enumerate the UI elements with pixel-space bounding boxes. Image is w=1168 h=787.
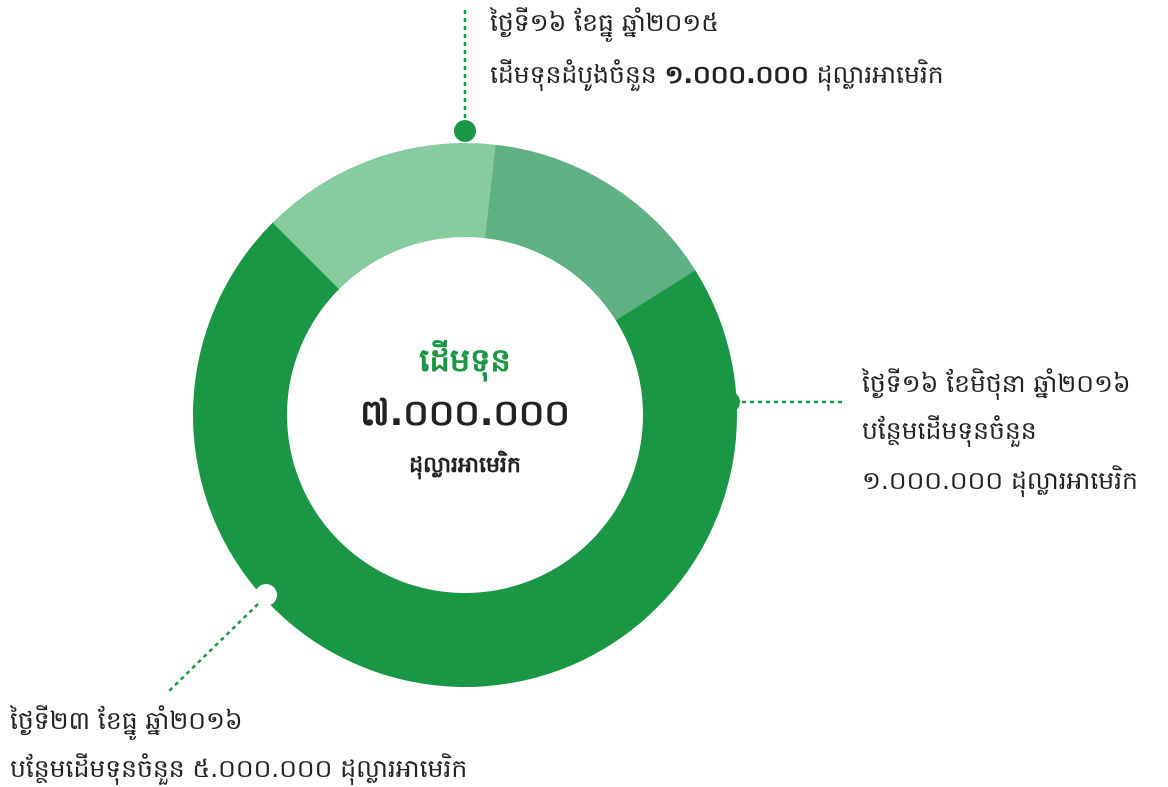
- annotation-unit: ដុល្លារអាមេរិក: [1011, 465, 1138, 497]
- marker-dot: [718, 391, 740, 413]
- annotation-text: បន្ថែមដើមទុនចំនួន ៥.០០០.០០០ ដុល្លារអាមេរ…: [10, 753, 467, 785]
- annotation-value: ៥.០០០.០០០: [193, 754, 333, 783]
- annotation-desc: បន្ថែមដើមទុនចំនួន: [10, 753, 185, 785]
- annotation-text: ១.០០០.០០០ ដុល្លារអាមេរិក: [862, 465, 1138, 497]
- leader-line: [167, 603, 259, 693]
- marker-dot: [454, 120, 476, 142]
- annotation-unit: ដុល្លារអាមេរិក: [340, 753, 467, 785]
- center-title: ដើមទុន: [419, 340, 510, 382]
- marker-dot: [255, 584, 277, 606]
- annotation-text: ដើមទុនដំបូងចំនួន ១.០០០.០០០ ដុល្លារអាមេរិ…: [490, 59, 944, 91]
- annotation-date: ថ្ងៃទី១៦ ខែមិថុនា ឆ្នាំ២០១៦: [861, 368, 1131, 400]
- donut-segment: [272, 143, 496, 290]
- donut: [192, 143, 738, 687]
- center-total: ៧.០០០.០០០: [360, 393, 570, 434]
- annotation-value: ១.០០០.០០០: [862, 466, 1003, 495]
- annotation-desc: ដើមទុនដំបូងចំនួន: [490, 59, 657, 91]
- donut-segment: [192, 222, 738, 687]
- annotation-unit: ដុល្លារអាមេរិក: [817, 59, 944, 91]
- annotation-desc: បន្ថែមដើមទុនចំនួន: [862, 415, 1037, 447]
- donut-segment: [484, 144, 696, 321]
- annotation-value: ១.០០០.០០០: [665, 60, 809, 89]
- annotation-date: ថ្ងៃទី១៦ ខែធ្នូ ឆ្នាំ២០១៥: [489, 7, 719, 42]
- annotation-date: ថ្ងៃទី២៣ ខែធ្នូ ឆ្នាំ២០១៦: [9, 705, 243, 740]
- center-unit: ដុល្លារអាមេរិក: [409, 450, 521, 480]
